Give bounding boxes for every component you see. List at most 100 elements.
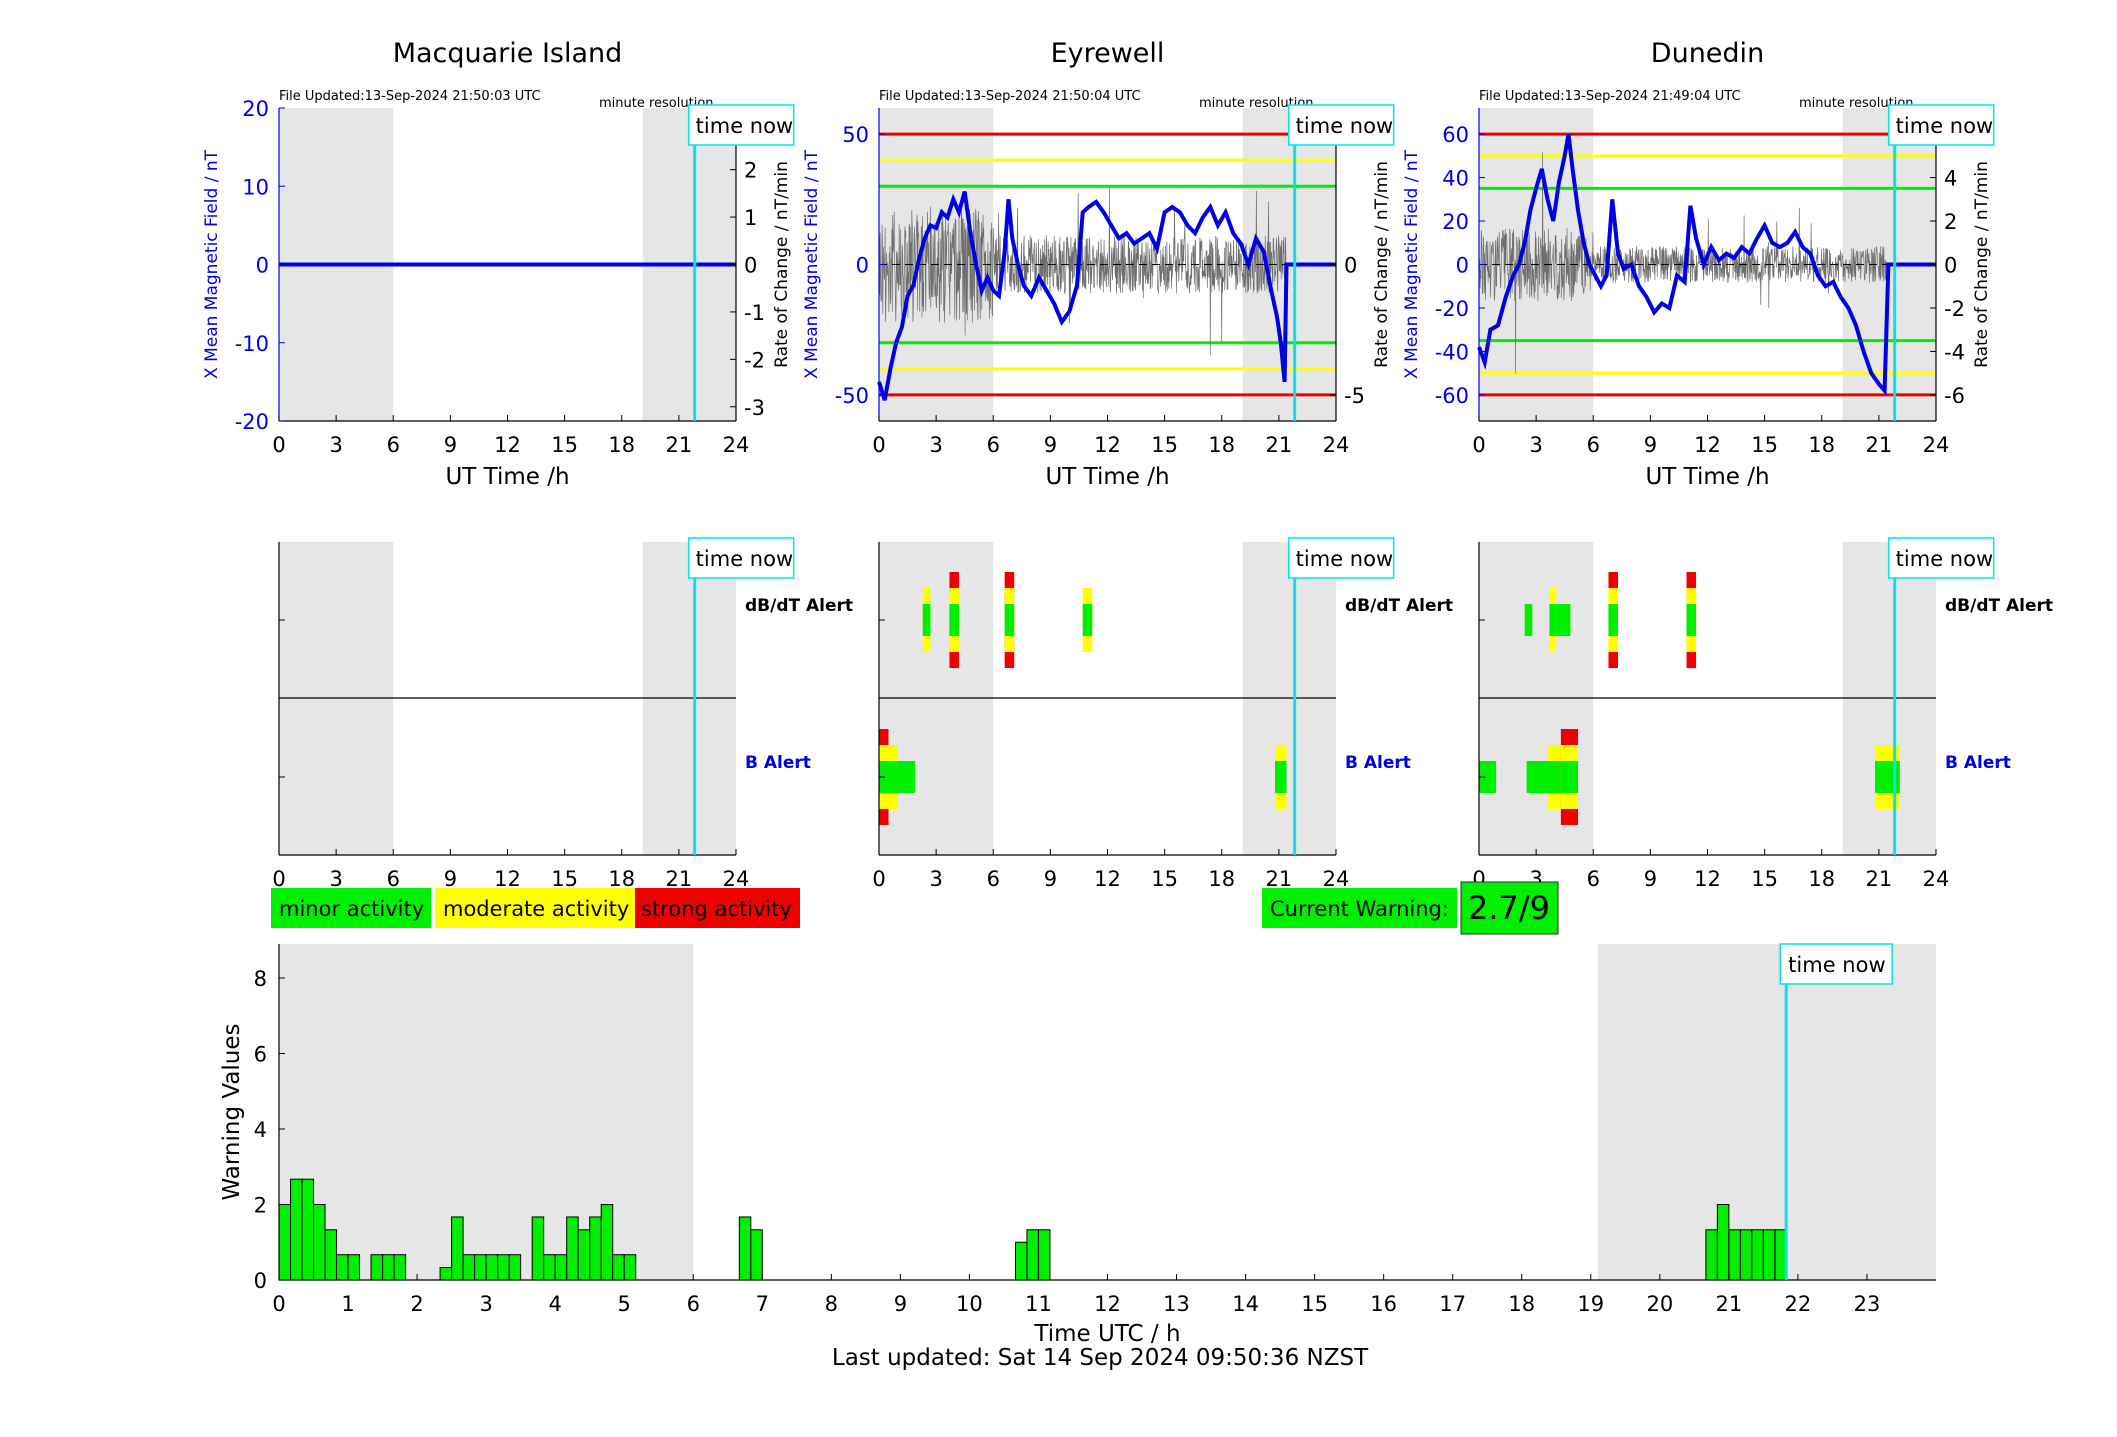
x-tick-label: 20	[1646, 1292, 1673, 1316]
time-now-label: time now	[1296, 114, 1393, 138]
alert-minor-segment	[888, 761, 899, 793]
x-tick-label: 9	[1644, 867, 1657, 891]
alert-minor-segment	[1608, 604, 1619, 636]
dbdt-alert-label: dB/dT Alert	[1345, 596, 1453, 616]
warning-bar	[451, 1216, 464, 1281]
left-y-axis-label: X Mean Magnetic Field / nT	[202, 149, 222, 379]
right-tick-label: -6	[1944, 384, 1965, 408]
time-now-box	[1779, 943, 1893, 985]
x-tick-label: 15	[1751, 433, 1778, 457]
x-tick-label: 21	[666, 867, 693, 891]
x-tick-label: 6	[1587, 867, 1600, 891]
left-tick-label: 0	[256, 254, 269, 278]
panel-dunedin: Dunedin File Updated:13-Sep-2024 21:49:04…	[1402, 38, 1995, 490]
x-tick-label: 0	[872, 867, 885, 891]
right-tick-label: -5	[1344, 384, 1365, 408]
x-axis-label: UT Time /h	[1045, 464, 1169, 490]
left-tick-label: -40	[1435, 340, 1469, 364]
x-tick-label: 0	[1472, 433, 1485, 457]
warning-bar	[589, 1216, 602, 1281]
left-tick-label: 40	[1442, 167, 1469, 191]
warning-bar	[301, 1178, 315, 1281]
legend-moderate-label: moderate activity	[443, 897, 629, 921]
left-tick-label: 20	[1442, 210, 1469, 234]
time-now-label: time now	[696, 547, 793, 571]
x-tick-label: 6	[987, 433, 1000, 457]
time-now-box	[1887, 104, 1995, 146]
warning-bar	[1762, 1229, 1776, 1281]
alert-minor-segment	[1524, 604, 1533, 636]
warning-bar	[474, 1254, 487, 1281]
warning-bar	[612, 1254, 625, 1281]
x-tick-label: 12	[1094, 1292, 1121, 1316]
legend-strong-swatch	[635, 888, 800, 928]
alert-minor-segment	[1686, 604, 1697, 636]
x-tick-label: 0	[272, 433, 285, 457]
alert-minor-segment	[1004, 604, 1015, 636]
right-y-axis-label: Rate of Change / nT/min	[1372, 161, 1392, 368]
x-tick-label: 21	[1866, 433, 1893, 457]
warning-bar	[1728, 1229, 1741, 1281]
warning-bar	[439, 1267, 453, 1281]
warning-bar	[600, 1203, 614, 1281]
alert-minor-segment	[1526, 761, 1548, 793]
alert-panels: 0 3 6 9 12 15 18 21 24 dB/dT Alert B Alert time now…	[272, 537, 2053, 891]
warning-bar	[1037, 1229, 1051, 1281]
x-tick-label: 9	[894, 1292, 907, 1316]
warning-bar	[485, 1254, 499, 1281]
right-y-axis-label: Rate of Change / nT/min	[772, 161, 792, 368]
current-warning-box	[1262, 888, 1457, 928]
resolution-label: minute resolution	[1799, 96, 1914, 111]
x-tick-label: 12	[1694, 433, 1721, 457]
x-tick-label: 18	[608, 433, 635, 457]
x-tick-label: 15	[1151, 867, 1178, 891]
station-title: Macquarie Island	[393, 38, 623, 69]
x-tick-label: 0	[272, 1292, 285, 1316]
night-shading	[1597, 944, 1936, 1280]
left-tick-label: -50	[835, 384, 869, 408]
dbdt-alert-label: dB/dT Alert	[745, 596, 853, 616]
x-tick-label: 1	[341, 1292, 354, 1316]
x-tick-label: 18	[1508, 1292, 1535, 1316]
b-alert-label: B Alert	[745, 753, 811, 773]
x-tick-label: 9	[1644, 433, 1657, 457]
left-tick-label: 0	[856, 254, 869, 278]
x-tick-label: 9	[1044, 867, 1057, 891]
warning-bar	[623, 1254, 637, 1281]
x-tick-label: 6	[987, 867, 1000, 891]
panel-macquarie-island: Macquarie Island File Updated:13-Sep-2024…	[202, 38, 795, 490]
right-tick-label: 2	[1944, 210, 1957, 234]
time-now-label: time now	[1788, 953, 1885, 977]
warning-bar	[508, 1254, 522, 1281]
warning-bar	[393, 1254, 407, 1281]
x-tick-label: 6	[387, 867, 400, 891]
time-now-box	[1287, 537, 1395, 579]
y-tick-label: 4	[254, 1118, 267, 1142]
warning-bar	[382, 1254, 395, 1281]
right-tick-label: 1	[744, 206, 757, 230]
right-tick-label: -2	[1944, 297, 1965, 321]
x-tick-label: 9	[1044, 433, 1057, 457]
x-field-trace	[877, 190, 1336, 401]
time-now-label: time now	[696, 114, 793, 138]
legend-strong-label: strong activity	[641, 897, 792, 921]
x-field-trace	[1477, 133, 1936, 396]
x-tick-label: 13	[1163, 1292, 1190, 1316]
alert-minor-segment	[1560, 761, 1579, 793]
x-tick-label: 15	[1301, 1292, 1328, 1316]
x-axis-label: UT Time /h	[445, 464, 569, 490]
warning-bar	[1705, 1229, 1718, 1281]
x-tick-label: 2	[410, 1292, 423, 1316]
x-tick-label: 6	[1587, 433, 1600, 457]
right-tick-label: 0	[1344, 254, 1357, 278]
x-tick-label: 12	[1694, 867, 1721, 891]
b-alert-label: B Alert	[1345, 753, 1411, 773]
warning-bar	[531, 1216, 545, 1281]
x-tick-label: 9	[444, 867, 457, 891]
warning-bar	[290, 1178, 303, 1281]
station-title: Dunedin	[1651, 38, 1764, 69]
left-tick-label: 10	[242, 175, 269, 199]
warning-bar	[324, 1229, 338, 1281]
